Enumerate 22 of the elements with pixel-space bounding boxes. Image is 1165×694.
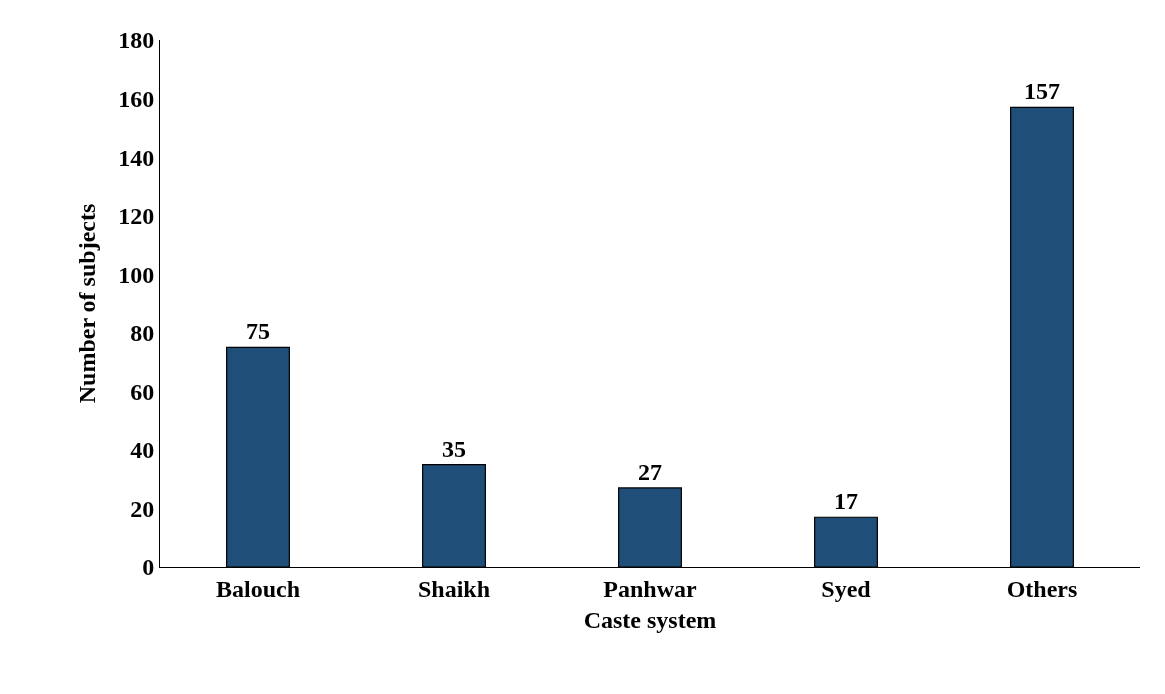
x-tick-label: Balouch bbox=[215, 575, 301, 602]
data-label: 35 bbox=[442, 435, 466, 462]
data-label: 27 bbox=[638, 458, 662, 485]
y-tick-label: 0 bbox=[142, 554, 155, 581]
x-tick-label: Others bbox=[1006, 575, 1078, 602]
data-label: 75 bbox=[246, 318, 270, 345]
x-tick-label: Shaikh bbox=[417, 575, 491, 602]
y-tick-label: 120 bbox=[118, 203, 155, 230]
data-label: 17 bbox=[834, 488, 858, 515]
y-tick-label: 60 bbox=[130, 378, 155, 405]
x-tick-label: Panhwar bbox=[603, 575, 698, 602]
y-tick-label: 40 bbox=[130, 437, 155, 464]
y-tick-label: 140 bbox=[118, 144, 155, 171]
y-tick-label: 20 bbox=[130, 495, 155, 522]
y-tick-label: 160 bbox=[118, 85, 155, 112]
y-tick-label: 100 bbox=[118, 261, 155, 288]
data-label: 157 bbox=[1024, 78, 1060, 105]
y-axis-title: Number of subjects bbox=[74, 203, 101, 404]
y-tick-label: 180 bbox=[118, 27, 155, 54]
y-tick-label: 80 bbox=[130, 320, 155, 347]
x-tick-label: Syed bbox=[821, 575, 872, 602]
x-axis-title: Caste system bbox=[583, 607, 717, 634]
